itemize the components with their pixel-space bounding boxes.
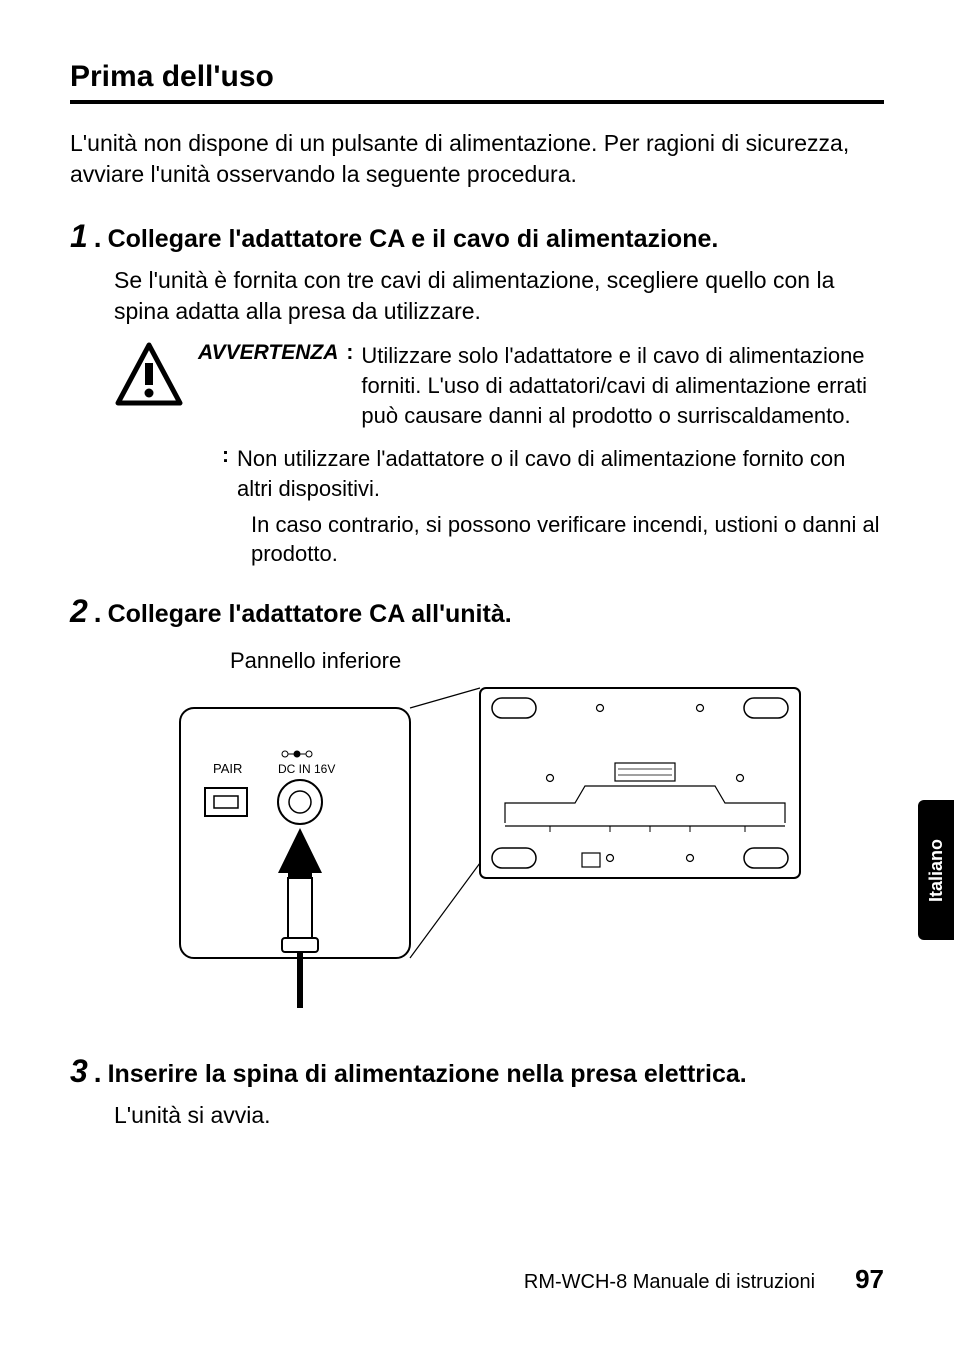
pair-label: PAIR <box>213 761 242 776</box>
step-2: 2. Collegare l'adattatore CA all'unità. … <box>70 593 884 1023</box>
intro-text: L'unità non dispone di un pulsante di al… <box>70 128 884 190</box>
step-1: 1. Collegare l'adattatore CA e il cavo d… <box>70 218 884 569</box>
step-dot: . <box>94 597 102 629</box>
dc-label: DC IN 16V <box>278 762 335 776</box>
step-number: 1 <box>70 218 88 255</box>
manual-title: RM-WCH-8 Manuale di istruzioni <box>524 1271 815 1294</box>
step-head: 3. Inserire la spina di alimentazione ne… <box>70 1053 884 1090</box>
warning-colon: : <box>222 444 229 468</box>
diagram: Pannello inferiore PAIR DC IN 16V <box>170 648 884 1023</box>
warning-text-group: Non utilizzare l'adattatore o il cavo di… <box>237 444 884 569</box>
page: Prima dell'uso L'unità non dispone di un… <box>0 0 954 1345</box>
section-title: Prima dell'uso <box>70 60 884 104</box>
language-tab: Italiano <box>918 800 954 940</box>
step-head: 2. Collegare l'adattatore CA all'unità. <box>70 593 884 630</box>
warning-block: AVVERTENZA : Utilizzare solo l'adattator… <box>114 341 884 444</box>
warning-content: AVVERTENZA : Utilizzare solo l'adattator… <box>198 341 884 444</box>
diagram-svg: PAIR DC IN 16V <box>170 678 810 1018</box>
warning-note: In caso contrario, si possono verificare… <box>251 510 884 569</box>
step-dot: . <box>94 222 102 254</box>
warning-item-2: : Non utilizzare l'adattatore o il cavo … <box>222 444 884 569</box>
step-title: Collegare l'adattatore CA all'unità. <box>108 600 512 629</box>
warning-colon: : <box>346 341 353 365</box>
language-label: Italiano <box>926 838 947 901</box>
step-body: Se l'unità è fornita con tre cavi di ali… <box>114 265 884 327</box>
warning-item-1: AVVERTENZA : Utilizzare solo l'adattator… <box>198 341 884 430</box>
warning-icon <box>114 341 184 411</box>
warning-text: Utilizzare solo l'adattatore e il cavo d… <box>361 341 884 430</box>
step-body: L'unità si avvia. <box>114 1100 884 1131</box>
step-number: 3 <box>70 1053 88 1090</box>
step-head: 1. Collegare l'adattatore CA e il cavo d… <box>70 218 884 255</box>
page-number: 97 <box>855 1264 884 1295</box>
step-number: 2 <box>70 593 88 630</box>
warning-label: AVVERTENZA <box>198 341 338 365</box>
step-title: Collegare l'adattatore CA e il cavo di a… <box>108 225 719 254</box>
step-3: 3. Inserire la spina di alimentazione ne… <box>70 1053 884 1131</box>
diagram-caption: Pannello inferiore <box>230 648 884 674</box>
step-dot: . <box>94 1057 102 1089</box>
step-title: Inserire la spina di alimentazione nella… <box>108 1060 747 1089</box>
warning-text: Non utilizzare l'adattatore o il cavo di… <box>237 444 884 503</box>
footer: RM-WCH-8 Manuale di istruzioni 97 <box>0 1264 954 1295</box>
